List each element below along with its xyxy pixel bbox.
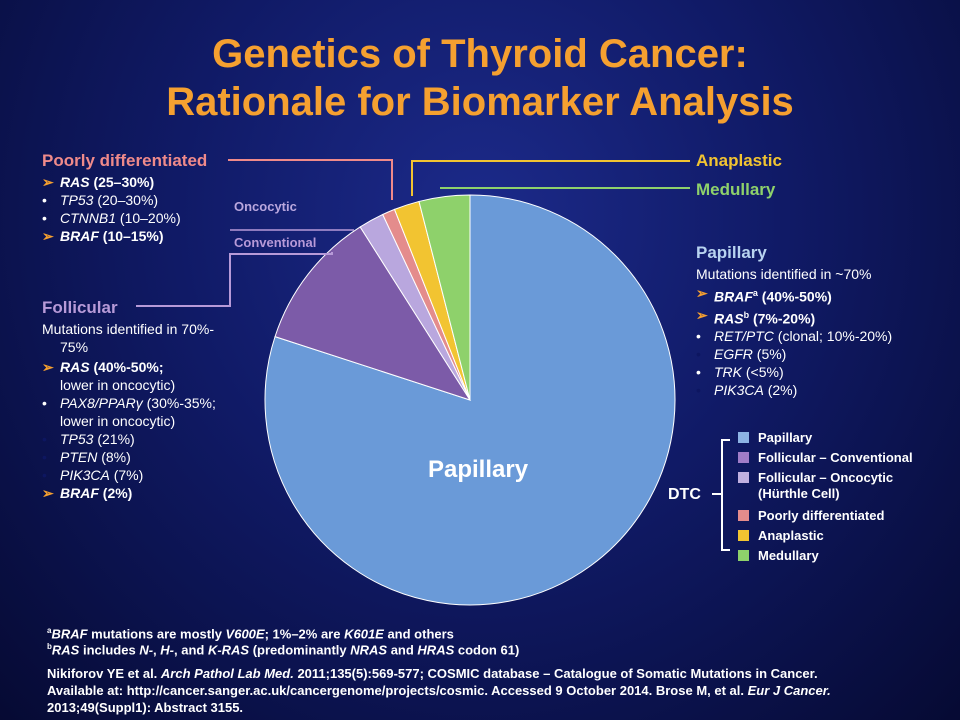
legend-swatch [738, 452, 749, 463]
reference-line-1: Nikiforov YE et al. Arch Pathol Lab Med.… [47, 666, 818, 681]
pie-center-label: Papillary [428, 456, 529, 483]
title-line-1: Genetics of Thyroid Cancer: [212, 32, 748, 76]
legend-swatch [738, 530, 749, 541]
footnote-b: bRAS includes N-, H-, and K-RAS (predomi… [47, 642, 520, 658]
poorly-item: • CTNNB1 (10–20%) [42, 210, 181, 226]
papillary-mutation-list: ➢ BRAFa (40%-50%) ➢ RASb (7%-20%) • RET/PTC… [696, 284, 892, 399]
legend-swatch [738, 550, 749, 561]
legend-swatch [738, 472, 749, 483]
papillary-intro: Mutations identified in ~70% [696, 266, 872, 282]
follicular-intro: Mutations identified in 70%- 75% [42, 321, 214, 355]
title-line-2: Rationale for Biomarker Analysis [166, 80, 794, 124]
dtc-label: DTC [668, 486, 701, 503]
follicular-heading: Follicular [42, 298, 118, 317]
connector-anaplastic [411, 160, 690, 196]
papillary-item: • RET/PTC (clonal; 10%-20%) [696, 328, 893, 345]
papillary-item: • PIK3CA (2%) [696, 382, 798, 399]
follicular-item: • TP53 (21%) [42, 431, 135, 447]
papillary-heading: Papillary [696, 243, 767, 262]
poorly-item: • TP53 (20–30%) [42, 192, 159, 208]
poorly-item: ➢ RAS (25–30%) [42, 174, 155, 190]
conventional-label: Conventional [234, 235, 317, 250]
legend-swatch [738, 510, 749, 521]
slide-title: Genetics of Thyroid Cancer: Rationale fo… [0, 30, 960, 126]
pie-slice-medullary [418, 194, 471, 401]
follicular-item: • PIK3CA (7%) [42, 467, 144, 483]
follicular-item: • PTEN (8%) [42, 449, 131, 465]
connector-follicular [136, 252, 333, 307]
papillary-item: • EGFR (5%) [696, 346, 787, 363]
dtc-bracket [712, 439, 730, 551]
poorly-item: ➢ BRAF (10–15%) [42, 228, 164, 244]
papillary-item: ➢ BRAFa (40%-50%) [696, 285, 832, 305]
connector-poorly [228, 159, 393, 200]
footnote-a: aBRAF mutations are mostly V600E; 1%–2% … [47, 626, 454, 642]
pie-slice-follicular-conventional [274, 226, 472, 401]
anaplastic-label: Anaplastic [696, 151, 782, 170]
follicular-mutation-list: ➢ RAS (40%-50%; lower in oncocytic) • PAX8/… [42, 358, 216, 502]
reference-line-3: 2013;49(Suppl1): Abstract 3155. [47, 700, 244, 715]
poorly-heading: Poorly differentiated [42, 151, 208, 170]
medullary-label: Medullary [696, 180, 776, 199]
papillary-item: • TRK (<5%) [696, 364, 784, 381]
follicular-item: • PAX8/PPARγ (30%-35%; lower in oncocytic) [42, 395, 216, 429]
poorly-mutation-list: ➢ RAS (25–30%) • TP53 (20–30%) • CTNNB1 (10… [42, 173, 181, 245]
oncocytic-label: Oncocytic [234, 199, 297, 214]
legend-swatch [738, 432, 749, 443]
papillary-item: ➢ RASb (7%-20%) [696, 306, 816, 327]
reference-line-2: Available at: http://cancer.sanger.ac.uk… [47, 683, 831, 698]
follicular-item: ➢ BRAF (2%) [42, 485, 133, 501]
follicular-item: ➢ RAS (40%-50%; lower in oncocytic) [42, 359, 176, 393]
